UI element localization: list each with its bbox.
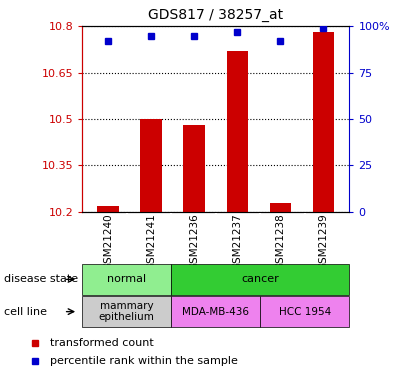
Text: cancer: cancer: [241, 274, 279, 284]
Bar: [97, 206, 119, 212]
Text: percentile rank within the sample: percentile rank within the sample: [51, 356, 238, 366]
Bar: [183, 125, 205, 212]
Bar: [141, 119, 162, 212]
Text: transformed count: transformed count: [51, 338, 154, 348]
Text: HCC 1954: HCC 1954: [279, 307, 331, 316]
Bar: [171, 296, 260, 327]
Text: normal: normal: [107, 274, 146, 284]
Bar: [270, 202, 291, 212]
Bar: [82, 264, 171, 295]
Text: MDA-MB-436: MDA-MB-436: [182, 307, 249, 316]
Bar: [226, 51, 248, 212]
Text: mammary
epithelium: mammary epithelium: [99, 301, 155, 322]
Text: disease state: disease state: [4, 274, 78, 284]
Title: GDS817 / 38257_at: GDS817 / 38257_at: [148, 9, 283, 22]
Bar: [171, 264, 349, 295]
Bar: [82, 296, 171, 327]
Bar: [260, 296, 349, 327]
Text: cell line: cell line: [4, 307, 47, 316]
Bar: [313, 33, 334, 212]
